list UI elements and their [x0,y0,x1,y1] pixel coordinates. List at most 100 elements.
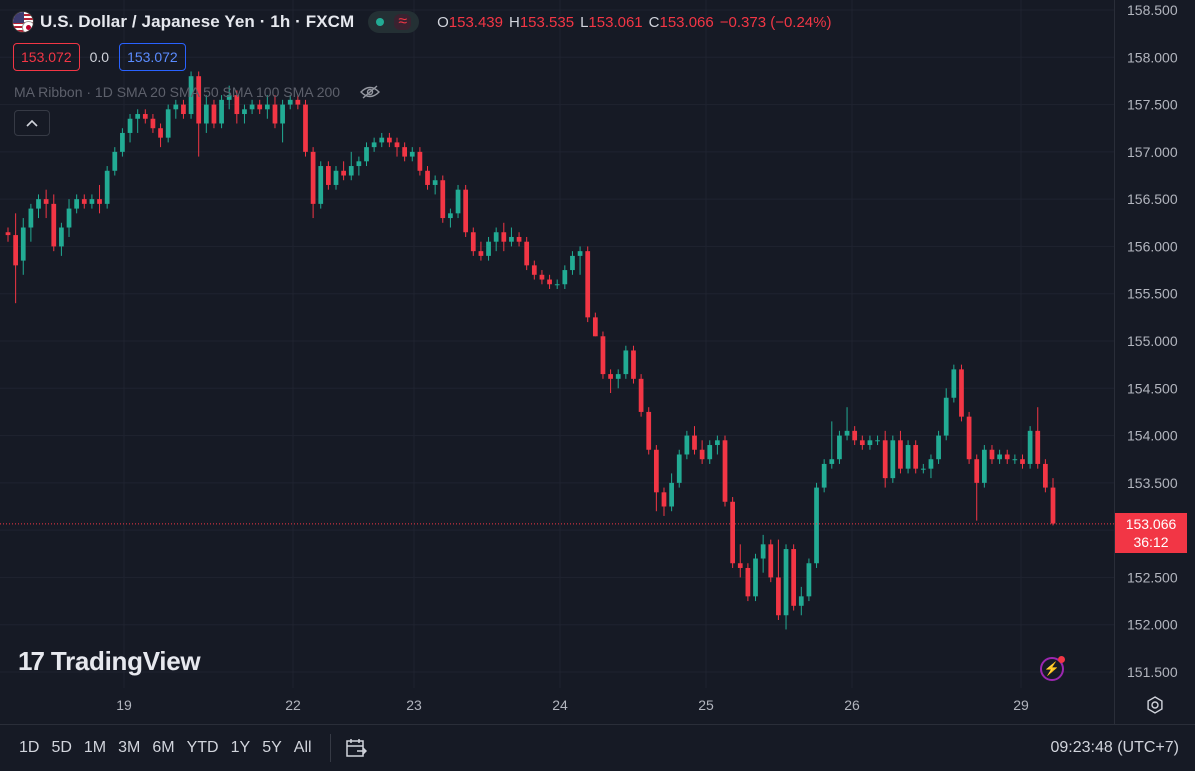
candle-body [97,199,102,204]
candle-body [310,151,316,204]
candle-body [448,213,453,219]
candle-body [36,199,41,209]
x-tick-label: 25 [698,697,714,713]
candle-body [615,374,621,379]
candle-body [715,440,720,446]
candle-body [539,274,545,280]
range-1y-button[interactable]: 1Y [230,739,251,756]
y-tick-label: 157.000 [1127,144,1178,160]
candle-body [776,577,781,616]
close-key: C [648,13,660,31]
range-1m-button[interactable]: 1M [83,739,107,756]
range-ytd-button[interactable]: YTD [186,739,219,756]
candle-body [524,241,530,266]
candle-body [722,440,728,502]
candle-body [295,99,301,105]
candle-body [1012,459,1018,461]
candle-body [981,449,987,483]
spread-value: 0.0 [89,49,110,65]
candle-body [798,596,804,606]
candle-body [341,170,346,176]
candle-body [264,104,270,110]
candle-body [326,166,331,185]
flash-icon[interactable]: ⚡ [1040,656,1065,681]
wave-icon: ≈ [394,14,412,30]
candle-body [661,492,667,507]
sell-button[interactable]: 153.072 [13,43,80,71]
candle-body [318,166,324,204]
indicator-label: MA Ribbon · 1D SMA 20 SMA 50 SMA 100 SMA… [14,84,341,100]
x-tick-label: 19 [116,697,132,713]
candle-body [882,440,888,479]
trade-buttons: 153.072 0.0 153.072 [13,43,186,71]
buy-button[interactable]: 153.072 [119,43,186,71]
candle-body [1020,459,1025,464]
usd-jpy-flag-icon [12,11,34,33]
candle-body [425,170,430,185]
candle-body [364,147,369,162]
candle-body [699,449,705,460]
x-tick-label: 23 [406,697,422,713]
range-1d-button[interactable]: 1D [19,739,40,756]
candle-body [440,180,446,219]
candle-body [920,468,926,470]
candle-body [387,137,392,143]
calendar-goto-date-icon[interactable] [345,738,367,758]
candle-body [280,104,285,124]
candle-body [28,208,34,228]
candle-body [684,435,690,455]
candle-body [585,251,591,318]
y-tick-label: 156.000 [1127,238,1178,254]
collapse-legend-button[interactable] [14,110,50,136]
candle-body [806,563,812,597]
price-chart[interactable]: 158.500 158.000 157.500 157.000 156.500 156.0… [0,0,1195,724]
candle-body [997,454,1002,460]
eye-hidden-icon[interactable] [360,85,381,99]
candle-body [730,501,735,564]
candle-body [531,265,537,275]
candle-body [196,76,202,124]
candle-body [158,128,163,138]
range-5d-button[interactable]: 5D [51,739,72,756]
candle-body [753,558,758,597]
candle-body [142,114,148,119]
symbol-legend[interactable]: U.S. Dollar / Japanese Yen · 1h · FXCM ≈… [12,8,831,36]
candle-body [974,459,980,483]
candle-body [760,544,766,559]
candle-body [905,445,911,469]
symbol-title[interactable]: U.S. Dollar / Japanese Yen · 1h · FXCM [40,12,355,31]
candle-body [875,440,880,442]
y-tick-label: 153.500 [1127,475,1178,491]
market-status[interactable]: ≈ [368,11,420,33]
candle-body [470,232,476,252]
range-6m-button[interactable]: 6M [152,739,175,756]
candle-body [203,104,209,124]
candle-body [89,199,95,204]
range-5y-button[interactable]: 5Y [262,739,282,756]
candle-body [51,203,57,247]
candle-body [356,161,362,167]
candle-body [791,549,797,606]
candle-body [120,132,125,152]
utc-clock[interactable]: 09:23:48 (UTC+7) [1050,739,1179,756]
range-3m-button[interactable]: 3M [118,739,141,756]
candle-body [768,544,774,578]
range-all-button[interactable]: All [293,739,312,756]
candle-body [181,104,186,115]
low-key: L [580,13,589,31]
candle-body [547,279,552,285]
candle-body [623,350,629,375]
candle-body [20,227,26,261]
candle-body [402,147,408,157]
y-tick-label: 154.000 [1127,428,1178,444]
candle-body [348,166,354,176]
candle-body [959,369,964,417]
close-value: 153.066 [659,13,714,31]
candle-body [104,170,110,204]
candle-body [66,208,72,228]
y-tick-label: 154.500 [1127,380,1178,396]
candle-body [59,227,64,247]
indicator-legend[interactable]: MA Ribbon · 1D SMA 20 SMA 50 SMA 100 SMA… [14,84,381,100]
y-tick-label: 152.000 [1127,617,1178,633]
settings-gear-icon[interactable] [1145,695,1165,715]
